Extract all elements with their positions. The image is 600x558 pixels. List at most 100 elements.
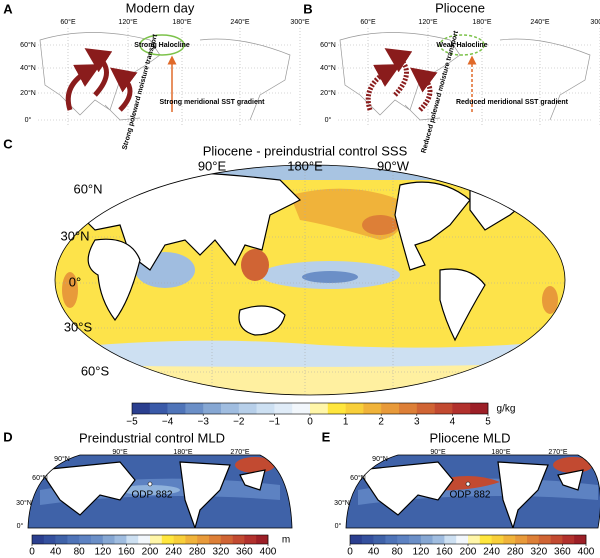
colorbar-tick-label: 320 <box>530 547 547 558</box>
colorbar-tick-label: 400 <box>578 547 595 558</box>
colorbar-segment <box>150 535 163 544</box>
longitude-label: 90°W <box>377 158 410 173</box>
latitude-label: 0° <box>25 116 32 124</box>
colorbar-tick-label: 1 <box>343 417 349 428</box>
latitude-label: 0° <box>335 522 342 530</box>
colorbar-tick-label: 120 <box>412 547 429 558</box>
colorbar-segment <box>409 535 422 544</box>
colorbar-segment <box>256 535 269 544</box>
mld-map-d <box>27 454 293 529</box>
latitude-label: 60°N <box>350 474 366 482</box>
longitude-label: 180°E <box>287 158 323 173</box>
panel-letter: D <box>3 429 12 444</box>
longitude-label: 120°E <box>118 18 137 26</box>
colorbar-tick-label: 240 <box>483 547 500 558</box>
colorbar-segment <box>238 403 257 414</box>
panel-title: Pliocene - preindustrial control SSS <box>203 143 408 158</box>
colorbar-segment <box>373 535 386 544</box>
panel-letter: B <box>303 1 312 16</box>
latitude-label: 60°N <box>73 181 102 196</box>
colorbar-segment <box>91 535 104 544</box>
colorbar-segment <box>363 403 382 414</box>
colorbar-segment <box>327 403 346 414</box>
longitude-label: 180°E <box>472 18 491 26</box>
latitude-label: 30°N <box>16 499 32 507</box>
colorbar-segment <box>161 535 174 544</box>
colorbar-segment <box>185 403 204 414</box>
colorbar-segment <box>132 403 151 414</box>
colorbar-unit: m <box>282 535 290 546</box>
colorbar-segment <box>397 535 410 544</box>
longitude-label: 90°E <box>112 448 128 456</box>
latitude-label: 60°N <box>20 41 36 49</box>
colorbar-segment <box>470 403 489 414</box>
colorbar-segment <box>232 535 245 544</box>
latitude-label: 0° <box>69 274 81 289</box>
longitude-label: 270°E <box>230 448 249 456</box>
colorbar-tick-label: 280 <box>507 547 524 558</box>
longitude-label: 90°E <box>198 158 227 173</box>
longitude-label: 300°E <box>290 18 309 26</box>
longitude-label: 270°E <box>548 448 567 456</box>
colorbar-tick-label: 40 <box>50 547 62 558</box>
colorbar-segment <box>32 535 45 544</box>
site-label: ODP 882 <box>450 490 491 501</box>
colorbar-segment <box>434 403 453 414</box>
colorbar-segment <box>574 535 587 544</box>
site-label: ODP 882 <box>132 490 173 501</box>
latitude-label: 0° <box>325 116 332 124</box>
latitude-label: 20°N <box>320 89 336 97</box>
colorbar-tick-label: −5 <box>126 417 138 428</box>
colorbar-segment <box>479 535 492 544</box>
colorbar-segment <box>468 535 481 544</box>
colorbar-segment <box>55 535 68 544</box>
sst-label: Strong meridional SST gradient <box>159 99 265 106</box>
colorbar-tick-label: 0 <box>29 547 35 558</box>
colorbar-tick-label: −4 <box>162 417 174 428</box>
colorbar-tick-label: 240 <box>165 547 182 558</box>
colorbar-segment <box>381 403 400 414</box>
colorbar-tick-label: 80 <box>74 547 86 558</box>
colorbar-tick-label: −3 <box>197 417 209 428</box>
colorbar-segment <box>416 403 435 414</box>
colorbar-segment <box>126 535 139 544</box>
colorbar-segment <box>167 403 186 414</box>
colorbar-segment <box>292 403 311 414</box>
colorbar-segment <box>67 535 80 544</box>
panel-letter: A <box>3 1 13 16</box>
colorbar-tick-label: 0 <box>307 417 313 428</box>
colorbar-segment <box>274 403 293 414</box>
latitude-label: 60°N <box>32 474 48 482</box>
sst-label: Reduced meridional SST gradient <box>456 99 569 106</box>
panel-letter: C <box>3 136 13 151</box>
colorbar-segment <box>385 535 398 544</box>
panel-title: Modern day <box>126 0 195 15</box>
colorbar-segment <box>79 535 92 544</box>
latitude-label: 40°N <box>20 64 36 72</box>
longitude-label: 60°E <box>60 18 76 26</box>
colorbar-segment <box>420 535 433 544</box>
mld-map-e <box>345 454 600 529</box>
colorbar-segment <box>452 403 471 414</box>
latitude-label: 30°N <box>334 499 350 507</box>
halocline-label: Strong Halocline <box>134 42 190 49</box>
colorbar-tick-label: 160 <box>118 547 135 558</box>
panel-letter: E <box>322 429 331 444</box>
schematic-map-b <box>338 20 600 125</box>
latitude-label: 30°N <box>60 228 89 243</box>
colorbar-tick-label: 200 <box>460 547 477 558</box>
colorbar-segment <box>345 403 364 414</box>
colorbar-segment <box>444 535 457 544</box>
colorbar-tick-label: 400 <box>260 547 277 558</box>
colorbar-tick-label: 360 <box>554 547 571 558</box>
colorbar-segment <box>43 535 56 544</box>
longitude-label: 240°E <box>530 18 549 26</box>
colorbar-segment <box>503 535 516 544</box>
colorbar-unit: g/kg <box>497 404 516 415</box>
colorbar-tick-label: −2 <box>233 417 245 428</box>
sss-map <box>54 164 566 396</box>
colorbar-tick-label: −1 <box>269 417 281 428</box>
panel-title: Pliocene MLD <box>430 430 511 445</box>
colorbar-segment <box>361 535 374 544</box>
